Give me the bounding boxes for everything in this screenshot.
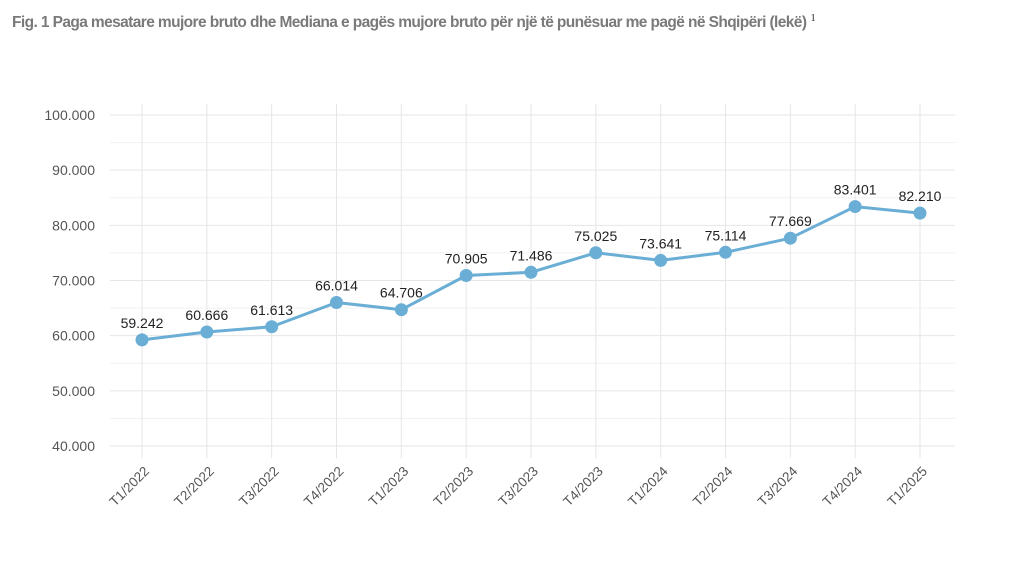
data-label: 82.210 (899, 188, 942, 204)
data-label: 75.025 (574, 228, 617, 244)
x-tick-label: T4/2022 (301, 464, 347, 510)
data-point (459, 269, 473, 283)
data-point (394, 303, 408, 317)
data-point (330, 295, 343, 309)
data-label: 77.669 (769, 213, 812, 229)
y-tick-label: 40.000 (52, 438, 95, 454)
data-label: 64.706 (380, 285, 423, 301)
y-tick-label: 70.000 (52, 273, 95, 289)
y-tick-label: 50.000 (52, 383, 95, 399)
chart-title: Fig. 1 Paga mesatare mujore bruto dhe Me… (12, 12, 816, 32)
data-label: 83.401 (834, 182, 877, 198)
x-tick-label: T4/2024 (820, 463, 866, 509)
x-tick-label: T1/2025 (884, 464, 930, 510)
data-point (913, 206, 927, 220)
data-label: 59.242 (121, 315, 164, 331)
y-tick-label: 90.000 (52, 162, 95, 178)
data-point (589, 246, 603, 260)
data-point (654, 253, 668, 267)
data-label: 71.486 (510, 247, 553, 263)
data-point (783, 231, 797, 245)
footnote-mark: 1 (810, 12, 816, 24)
x-tick-label: T1/2024 (625, 463, 671, 509)
x-tick-label: T3/2024 (755, 463, 801, 509)
data-label: 66.014 (315, 277, 358, 293)
data-point (200, 325, 214, 339)
data-point (265, 320, 279, 334)
y-tick-label: 80.000 (52, 217, 95, 233)
x-tick-label: T1/2022 (106, 464, 152, 510)
y-tick-label: 60.000 (52, 328, 95, 344)
x-tick-label: T2/2022 (171, 464, 217, 510)
data-label: 73.641 (639, 235, 682, 251)
x-tick-label: T4/2023 (560, 464, 606, 510)
data-label: 75.114 (705, 227, 747, 243)
y-axis-ticks: 40.000 50.000 60.000 70.000 80.000 90.000 100.… (44, 107, 95, 454)
y-tick-label: 100.000 (44, 107, 95, 123)
grid-lines (110, 104, 955, 458)
x-tick-label: T1/2023 (366, 464, 412, 510)
data-point (135, 333, 149, 347)
data-label: 61.613 (250, 302, 293, 318)
x-tick-label: T3/2023 (495, 464, 541, 510)
data-point (848, 200, 862, 214)
data-point (524, 265, 538, 279)
data-label: 60.666 (185, 307, 228, 323)
data-points (135, 200, 927, 347)
data-labels: 59.242 60.666 61.613 66.014 64.706 70.905 71.4… (121, 182, 942, 331)
x-tick-label: T3/2022 (236, 464, 282, 510)
x-tick-label: T2/2023 (431, 464, 477, 510)
data-point (719, 245, 732, 259)
x-tick-label: T2/2024 (690, 463, 736, 509)
chart-title-text: Fig. 1 Paga mesatare mujore bruto dhe Me… (12, 14, 807, 32)
x-axis-ticks: T1/2022 T2/2022 T3/2022 T4/2022 T1/2023 T2/20… (106, 463, 930, 509)
data-label: 70.905 (445, 251, 488, 267)
